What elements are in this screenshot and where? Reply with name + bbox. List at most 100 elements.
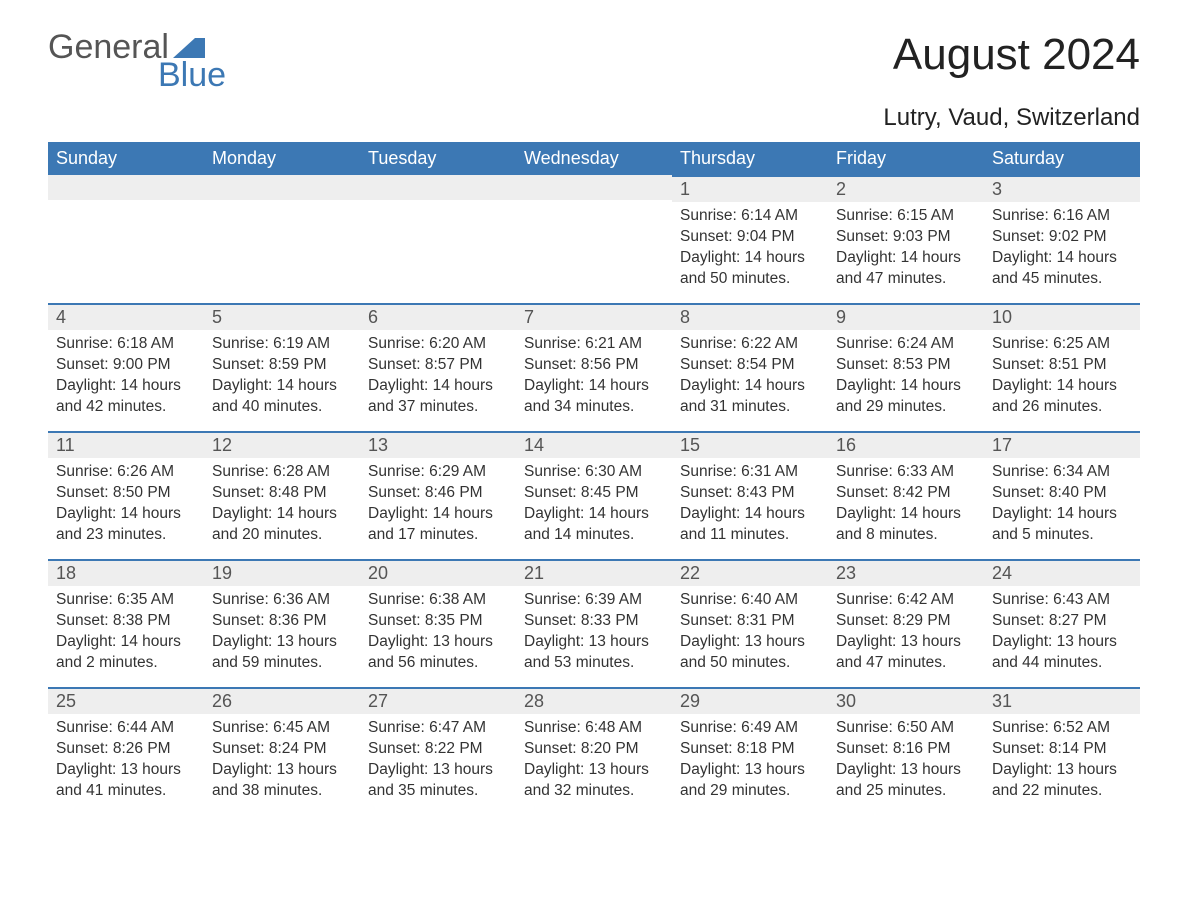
calendar-cell: 21Sunrise: 6:39 AMSunset: 8:33 PMDayligh…	[516, 559, 672, 687]
weekday-header: Tuesday	[360, 142, 516, 175]
sunset-line: Sunset: 8:43 PM	[680, 483, 820, 504]
day-body: Sunrise: 6:49 AMSunset: 8:18 PMDaylight:…	[672, 714, 828, 812]
sunrise-line: Sunrise: 6:16 AM	[992, 206, 1132, 227]
weekday-header: Friday	[828, 142, 984, 175]
sunrise-line: Sunrise: 6:44 AM	[56, 718, 196, 739]
day-number: 15	[672, 431, 828, 458]
sunset-line: Sunset: 8:45 PM	[524, 483, 664, 504]
day-body: Sunrise: 6:24 AMSunset: 8:53 PMDaylight:…	[828, 330, 984, 428]
day-body: Sunrise: 6:20 AMSunset: 8:57 PMDaylight:…	[360, 330, 516, 428]
sunrise-line: Sunrise: 6:42 AM	[836, 590, 976, 611]
day-body: Sunrise: 6:30 AMSunset: 8:45 PMDaylight:…	[516, 458, 672, 556]
sunrise-line: Sunrise: 6:52 AM	[992, 718, 1132, 739]
daylight-line: Daylight: 13 hours and 56 minutes.	[368, 632, 508, 674]
daylight-line: Daylight: 13 hours and 22 minutes.	[992, 760, 1132, 802]
daylight-line: Daylight: 14 hours and 31 minutes.	[680, 376, 820, 418]
day-number: 28	[516, 687, 672, 714]
day-body: Sunrise: 6:35 AMSunset: 8:38 PMDaylight:…	[48, 586, 204, 684]
sunrise-line: Sunrise: 6:39 AM	[524, 590, 664, 611]
sunrise-line: Sunrise: 6:18 AM	[56, 334, 196, 355]
calendar-cell: 16Sunrise: 6:33 AMSunset: 8:42 PMDayligh…	[828, 431, 984, 559]
day-number: 31	[984, 687, 1140, 714]
calendar-cell: 3Sunrise: 6:16 AMSunset: 9:02 PMDaylight…	[984, 175, 1140, 303]
day-body: Sunrise: 6:28 AMSunset: 8:48 PMDaylight:…	[204, 458, 360, 556]
calendar-cell: 23Sunrise: 6:42 AMSunset: 8:29 PMDayligh…	[828, 559, 984, 687]
calendar-cell: 14Sunrise: 6:30 AMSunset: 8:45 PMDayligh…	[516, 431, 672, 559]
calendar-cell: 4Sunrise: 6:18 AMSunset: 9:00 PMDaylight…	[48, 303, 204, 431]
sunrise-line: Sunrise: 6:28 AM	[212, 462, 352, 483]
calendar-row: 1Sunrise: 6:14 AMSunset: 9:04 PMDaylight…	[48, 175, 1140, 303]
calendar-cell: 28Sunrise: 6:48 AMSunset: 8:20 PMDayligh…	[516, 687, 672, 815]
day-number: 26	[204, 687, 360, 714]
calendar-cell: 31Sunrise: 6:52 AMSunset: 8:14 PMDayligh…	[984, 687, 1140, 815]
sunrise-line: Sunrise: 6:36 AM	[212, 590, 352, 611]
day-number: 16	[828, 431, 984, 458]
day-number: 29	[672, 687, 828, 714]
calendar-cell: 17Sunrise: 6:34 AMSunset: 8:40 PMDayligh…	[984, 431, 1140, 559]
calendar-row: 25Sunrise: 6:44 AMSunset: 8:26 PMDayligh…	[48, 687, 1140, 815]
sunset-line: Sunset: 8:46 PM	[368, 483, 508, 504]
daylight-line: Daylight: 14 hours and 50 minutes.	[680, 248, 820, 290]
calendar-cell: 6Sunrise: 6:20 AMSunset: 8:57 PMDaylight…	[360, 303, 516, 431]
calendar-cell: 8Sunrise: 6:22 AMSunset: 8:54 PMDaylight…	[672, 303, 828, 431]
day-number: 21	[516, 559, 672, 586]
calendar-cell: 13Sunrise: 6:29 AMSunset: 8:46 PMDayligh…	[360, 431, 516, 559]
daylight-line: Daylight: 14 hours and 37 minutes.	[368, 376, 508, 418]
sunrise-line: Sunrise: 6:38 AM	[368, 590, 508, 611]
sunrise-line: Sunrise: 6:15 AM	[836, 206, 976, 227]
day-number: 20	[360, 559, 516, 586]
sunset-line: Sunset: 9:04 PM	[680, 227, 820, 248]
weekday-header-row: SundayMondayTuesdayWednesdayThursdayFrid…	[48, 142, 1140, 175]
weekday-header: Monday	[204, 142, 360, 175]
calendar-row: 18Sunrise: 6:35 AMSunset: 8:38 PMDayligh…	[48, 559, 1140, 687]
calendar-cell: 1Sunrise: 6:14 AMSunset: 9:04 PMDaylight…	[672, 175, 828, 303]
sunset-line: Sunset: 9:02 PM	[992, 227, 1132, 248]
calendar-cell: 29Sunrise: 6:49 AMSunset: 8:18 PMDayligh…	[672, 687, 828, 815]
page-title: August 2024	[893, 30, 1140, 80]
sunset-line: Sunset: 8:31 PM	[680, 611, 820, 632]
sunrise-line: Sunrise: 6:33 AM	[836, 462, 976, 483]
day-number: 3	[984, 175, 1140, 202]
sunset-line: Sunset: 8:22 PM	[368, 739, 508, 760]
sunrise-line: Sunrise: 6:30 AM	[524, 462, 664, 483]
daylight-line: Daylight: 14 hours and 26 minutes.	[992, 376, 1132, 418]
daylight-line: Daylight: 14 hours and 29 minutes.	[836, 376, 976, 418]
sunrise-line: Sunrise: 6:25 AM	[992, 334, 1132, 355]
sunrise-line: Sunrise: 6:40 AM	[680, 590, 820, 611]
sunset-line: Sunset: 8:18 PM	[680, 739, 820, 760]
daylight-line: Daylight: 13 hours and 53 minutes.	[524, 632, 664, 674]
day-number: 30	[828, 687, 984, 714]
calendar-row: 4Sunrise: 6:18 AMSunset: 9:00 PMDaylight…	[48, 303, 1140, 431]
sunset-line: Sunset: 9:03 PM	[836, 227, 976, 248]
logo-word2: Blue	[158, 58, 226, 92]
sunrise-line: Sunrise: 6:31 AM	[680, 462, 820, 483]
daylight-line: Daylight: 14 hours and 20 minutes.	[212, 504, 352, 546]
sunset-line: Sunset: 8:35 PM	[368, 611, 508, 632]
day-body: Sunrise: 6:22 AMSunset: 8:54 PMDaylight:…	[672, 330, 828, 428]
weekday-header: Thursday	[672, 142, 828, 175]
calendar-cell: 15Sunrise: 6:31 AMSunset: 8:43 PMDayligh…	[672, 431, 828, 559]
sunrise-line: Sunrise: 6:49 AM	[680, 718, 820, 739]
day-body: Sunrise: 6:52 AMSunset: 8:14 PMDaylight:…	[984, 714, 1140, 812]
sunrise-line: Sunrise: 6:43 AM	[992, 590, 1132, 611]
calendar-cell: 26Sunrise: 6:45 AMSunset: 8:24 PMDayligh…	[204, 687, 360, 815]
day-number: 25	[48, 687, 204, 714]
daylight-line: Daylight: 14 hours and 40 minutes.	[212, 376, 352, 418]
day-body: Sunrise: 6:43 AMSunset: 8:27 PMDaylight:…	[984, 586, 1140, 684]
day-body: Sunrise: 6:15 AMSunset: 9:03 PMDaylight:…	[828, 202, 984, 300]
daylight-line: Daylight: 14 hours and 8 minutes.	[836, 504, 976, 546]
sunset-line: Sunset: 9:00 PM	[56, 355, 196, 376]
sunrise-line: Sunrise: 6:48 AM	[524, 718, 664, 739]
day-number: 27	[360, 687, 516, 714]
day-body: Sunrise: 6:25 AMSunset: 8:51 PMDaylight:…	[984, 330, 1140, 428]
sunrise-line: Sunrise: 6:19 AM	[212, 334, 352, 355]
sunset-line: Sunset: 8:20 PM	[524, 739, 664, 760]
calendar-cell: 10Sunrise: 6:25 AMSunset: 8:51 PMDayligh…	[984, 303, 1140, 431]
daylight-line: Daylight: 14 hours and 34 minutes.	[524, 376, 664, 418]
day-number: 8	[672, 303, 828, 330]
weekday-header: Sunday	[48, 142, 204, 175]
header: General Blue August 2024	[48, 30, 1140, 92]
day-number: 17	[984, 431, 1140, 458]
day-number: 5	[204, 303, 360, 330]
sunset-line: Sunset: 8:14 PM	[992, 739, 1132, 760]
